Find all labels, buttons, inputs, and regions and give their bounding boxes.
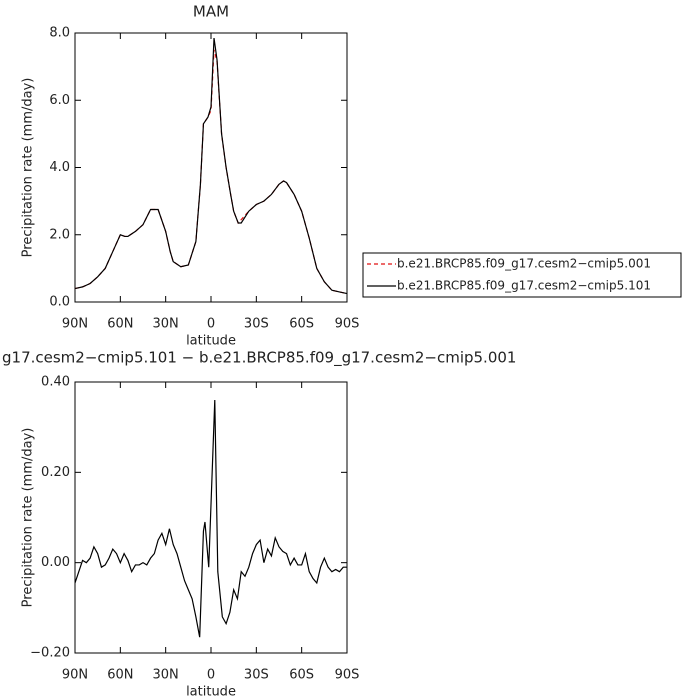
y-tick-label: 0.40 xyxy=(41,375,70,390)
chart-title: g17.cesm2−cmip5.101 − b.e21.BRCP85.f09_g… xyxy=(2,349,516,368)
x-tick-label: 30N xyxy=(153,317,179,332)
x-tick-label: 30S xyxy=(244,668,269,683)
series-line xyxy=(74,37,348,295)
x-tick-label: 0 xyxy=(207,317,215,332)
x-tick-label: 0 xyxy=(207,668,215,683)
x-tick-label: 30N xyxy=(153,668,179,683)
legend-label: b.e21.BRCP85.f09_g17.cesm2−cmip5.101 xyxy=(397,279,651,293)
y-tick-label: 6.0 xyxy=(49,93,70,108)
y-tick-label: −0.20 xyxy=(30,646,70,661)
x-tick-label: 60N xyxy=(107,668,133,683)
x-tick-label: 90S xyxy=(335,668,360,683)
y-tick-label: 8.0 xyxy=(49,26,70,41)
plot-frame xyxy=(74,32,348,303)
x-axis-label: latitude xyxy=(186,334,236,349)
legend-box xyxy=(362,252,682,298)
series-line xyxy=(74,49,348,295)
y-tick-label: 4.0 xyxy=(49,160,70,175)
x-tick-label: 90N xyxy=(62,317,88,332)
x-tick-label: 60S xyxy=(289,317,314,332)
x-tick-label: 90N xyxy=(62,668,88,683)
y-tick-label: 0.00 xyxy=(41,555,70,570)
series-line xyxy=(74,400,347,638)
y-tick-label: 0.20 xyxy=(41,465,70,480)
y-tick-label: 0.0 xyxy=(49,295,70,310)
y-tick-label: 2.0 xyxy=(49,227,70,242)
x-tick-label: 60S xyxy=(289,668,314,683)
legend-label: b.e21.BRCP85.f09_g17.cesm2−cmip5.001 xyxy=(397,257,651,271)
y-axis-label: Precipitation rate (mm/day) xyxy=(21,78,36,258)
x-tick-label: 90S xyxy=(335,317,360,332)
x-axis-label: latitude xyxy=(186,685,236,700)
x-tick-label: 60N xyxy=(107,317,133,332)
plot-frame xyxy=(74,381,348,654)
y-axis-label: Precipitation rate (mm/day) xyxy=(21,428,36,608)
chart-title: MAM xyxy=(193,3,229,21)
x-tick-label: 30S xyxy=(244,317,269,332)
